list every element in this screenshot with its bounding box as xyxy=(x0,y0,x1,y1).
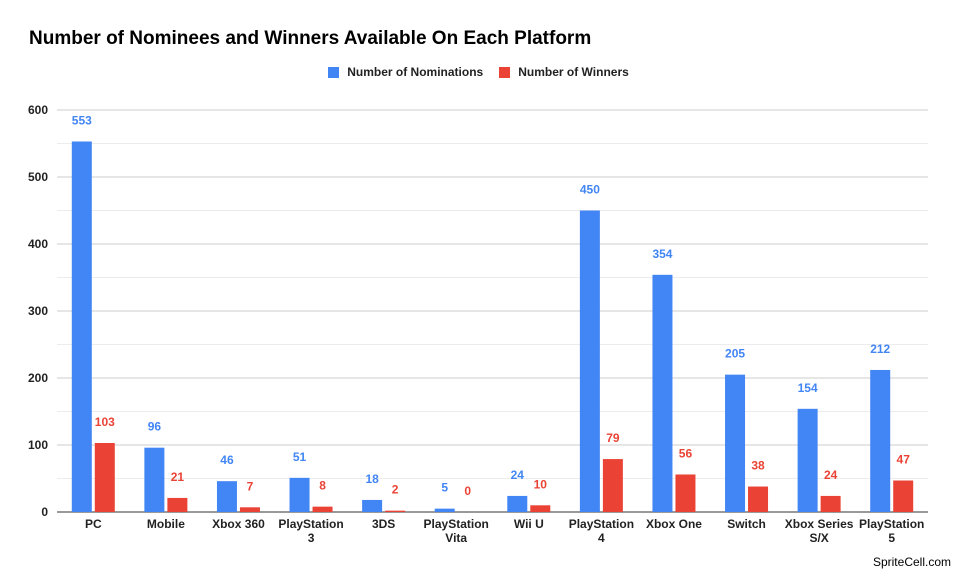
y-tick-label: 600 xyxy=(28,103,48,117)
data-label-winners: 38 xyxy=(751,459,765,473)
data-label-nominations: 450 xyxy=(580,183,600,197)
bar-winners xyxy=(675,474,696,512)
data-label-nominations: 354 xyxy=(652,247,672,261)
x-tick-label: PlayStation xyxy=(569,517,634,531)
data-label-winners: 47 xyxy=(897,453,911,467)
x-tick-label: Xbox 360 xyxy=(212,517,265,531)
data-label-winners: 103 xyxy=(95,415,115,429)
x-tick-label: PlayStation xyxy=(859,517,924,531)
data-label-nominations: 154 xyxy=(798,381,818,395)
x-tick-label: 3 xyxy=(308,531,315,545)
bar-nominations xyxy=(71,141,92,513)
data-label-nominations: 5 xyxy=(441,481,448,495)
bar-nominations xyxy=(507,495,528,512)
data-label-winners: 8 xyxy=(319,479,326,493)
x-tick-label: 3DS xyxy=(372,517,395,531)
bar-winners xyxy=(748,486,769,512)
data-label-nominations: 51 xyxy=(293,450,307,464)
bar-winners xyxy=(893,480,914,512)
y-tick-label: 0 xyxy=(41,505,48,519)
bar-winners xyxy=(820,495,841,512)
bar-nominations xyxy=(870,369,891,512)
x-tick-label: PC xyxy=(85,517,102,531)
x-tick-label: Xbox One xyxy=(646,517,702,531)
bar-winners xyxy=(312,506,333,512)
watermark: SpriteCell.com xyxy=(872,555,951,569)
data-label-winners: 21 xyxy=(171,470,185,484)
x-tick-label: Switch xyxy=(727,517,766,531)
bar-nominations xyxy=(362,499,383,512)
x-tick-label: 5 xyxy=(888,531,895,545)
data-label-nominations: 24 xyxy=(511,468,525,482)
data-label-nominations: 553 xyxy=(72,113,92,127)
legend-item-nominations: Number of Nominations xyxy=(328,65,483,79)
bar-nominations xyxy=(797,408,818,512)
bar-winners xyxy=(94,442,115,512)
data-label-winners: 10 xyxy=(534,477,548,491)
legend-swatch-winners xyxy=(499,66,511,78)
data-label-winners: 7 xyxy=(247,479,254,493)
bar-nominations xyxy=(725,374,746,512)
bar-nominations xyxy=(144,447,165,512)
data-label-nominations: 18 xyxy=(365,472,379,486)
legend-label-winners: Number of Winners xyxy=(518,65,629,79)
bar-nominations xyxy=(216,481,237,512)
bar-winners xyxy=(530,505,551,512)
x-tick-label: 4 xyxy=(598,531,605,545)
legend-item-winners: Number of Winners xyxy=(499,65,629,79)
x-tick-label: S/X xyxy=(809,531,828,545)
y-tick-label: 400 xyxy=(28,237,48,251)
y-tick-label: 200 xyxy=(28,371,48,385)
legend: Number of Nominations Number of Winners xyxy=(0,65,957,79)
chart-title: Number of Nominees and Winners Available… xyxy=(29,28,592,49)
x-tick-label: PlayStation xyxy=(278,517,343,531)
bar-winners xyxy=(602,459,623,512)
x-tick-label: Xbox Series xyxy=(785,517,854,531)
data-label-nominations: 205 xyxy=(725,347,745,361)
bar-nominations xyxy=(579,210,600,512)
x-tick-label: Wii U xyxy=(514,517,544,531)
bar-nominations xyxy=(434,508,455,512)
data-label-winners: 56 xyxy=(679,446,693,460)
data-label-nominations: 96 xyxy=(148,420,162,434)
bar-nominations xyxy=(652,274,673,512)
bar-winners xyxy=(167,497,188,512)
y-tick-label: 500 xyxy=(28,170,48,184)
data-label-winners: 79 xyxy=(606,431,620,445)
y-tick-label: 100 xyxy=(28,438,48,452)
bar-nominations xyxy=(289,477,310,512)
data-label-winners: 0 xyxy=(464,484,471,498)
x-tick-label: PlayStation xyxy=(424,517,489,531)
bar-winners xyxy=(385,510,406,512)
x-tick-label: Vita xyxy=(445,531,467,545)
data-label-winners: 24 xyxy=(824,468,838,482)
legend-swatch-nominations xyxy=(328,66,340,78)
data-label-nominations: 46 xyxy=(220,453,234,467)
legend-label-nominations: Number of Nominations xyxy=(347,65,484,79)
x-tick-label: Mobile xyxy=(147,517,185,531)
data-label-winners: 2 xyxy=(392,483,399,497)
y-tick-label: 300 xyxy=(28,304,48,318)
bar-winners xyxy=(239,507,260,512)
data-label-nominations: 212 xyxy=(870,342,890,356)
